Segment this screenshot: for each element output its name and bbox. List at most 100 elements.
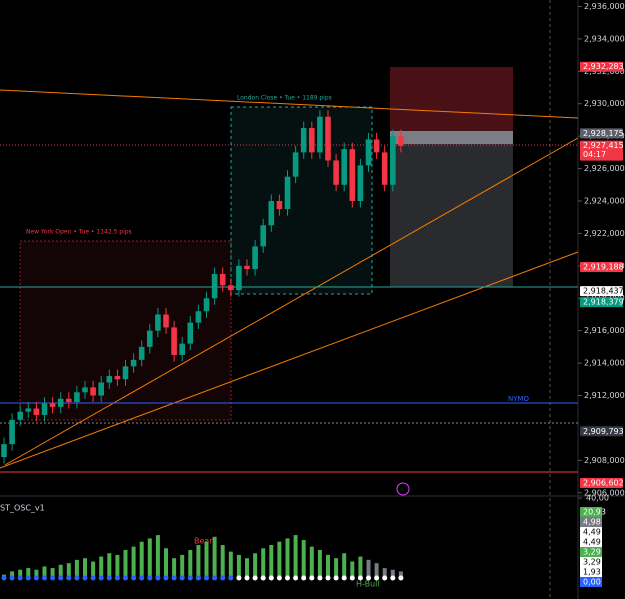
osc-dot [325,575,331,581]
countdown: 04:17 [583,150,606,159]
osc-dot [220,575,226,581]
osc-dot [187,575,193,581]
osc-bar [220,545,225,578]
candle-body [187,322,194,344]
alert-icon[interactable] [396,482,410,496]
candle-body [147,330,153,347]
osc-dot [357,575,363,581]
candle-body [9,419,15,445]
candle-body [219,273,226,286]
osc-bar [26,568,31,578]
candle-body [260,225,266,247]
y-tick-label: 2,912,000 [584,391,625,400]
y-tick-label: 2,906,000 [584,488,625,497]
candle-body [373,139,380,153]
nymo-label: NYMO [508,395,530,403]
candle-body [82,387,88,393]
price-tag [580,128,623,139]
osc-bar [204,541,209,578]
osc-tag-label: 1,93 [583,568,601,577]
osc-bar [382,568,387,578]
candle-body [309,128,315,153]
osc-bar [34,569,39,578]
candle-body [325,116,331,161]
candle-body [398,136,404,146]
osc-dot [309,575,315,581]
osc-dot [179,575,185,581]
osc-dot [42,575,47,581]
osc-tag [580,577,602,587]
osc-bar [172,558,177,578]
osc-dot [236,575,242,581]
osc-dot [25,575,31,581]
osc-dot [268,575,274,581]
osc-tag [580,517,602,527]
osc-bar [196,545,201,578]
candle-body [244,265,250,270]
price-tag [580,61,623,72]
candle-body [163,314,169,328]
osc-dot [276,575,282,581]
osc-dot [244,575,250,581]
y-tick-label: 2,930,000 [584,99,625,108]
candle-body [171,327,177,355]
price-tag-label: 2,928,175 [583,129,624,138]
osc-dot [171,575,177,581]
osc-dot [285,575,290,581]
candle-body [292,152,299,177]
osc-tag-label: 4,49 [583,538,601,547]
candle-body [300,128,307,153]
price-tag [580,286,623,297]
bear-label: Bear [194,537,213,546]
osc-tag [580,507,602,517]
osc-tag [580,547,602,557]
candle-body [357,165,364,201]
osc-bar [42,566,47,578]
osc-bar [155,535,160,578]
osc-bar [188,549,193,578]
osc-bar [366,559,371,578]
osc-dot [139,575,145,581]
osc-dot [90,575,96,581]
candle-body [381,152,388,185]
osc-dot [82,575,88,581]
bull-label: H-Bull [356,580,380,589]
osc-bar [358,556,363,578]
candle-body [25,408,32,412]
osc-dot [66,575,72,581]
osc-tag-label: 0,00 [583,578,601,587]
osc-dot [17,575,23,581]
osc-bar [58,564,63,578]
price-tag [580,140,623,161]
osc-bar [334,558,339,578]
candle-body [155,314,161,331]
price-tag-label: 2,906,602 [583,479,624,488]
osc-bar [10,571,15,578]
trend-line [0,89,579,119]
osc-bar [131,546,136,578]
newyork-box [19,240,232,421]
osc-tag-label: 4,49 [583,528,601,537]
osc-dot [195,575,201,581]
price-tag [580,261,623,272]
osc-dot [260,575,266,581]
osc-dot [317,575,323,581]
osc-bar [277,541,282,578]
osc-bar [50,568,55,578]
y-tick-label: 2,914,000 [584,359,625,368]
osc-bar [123,549,128,578]
candle-body [138,346,145,360]
target-zone [390,131,513,287]
osc-title: ST_OSC_v1 [0,504,45,513]
osc-dot [123,575,128,581]
osc-dot [293,575,299,581]
candle-body [41,403,48,415]
osc-tick-label: 40,00 [586,494,609,503]
trend-line [0,251,579,469]
osc-bar [326,554,330,578]
candle-body [203,298,210,312]
y-tick-label: 2,916,000 [584,326,625,335]
candle-body [179,343,185,355]
osc-tag [580,527,602,537]
